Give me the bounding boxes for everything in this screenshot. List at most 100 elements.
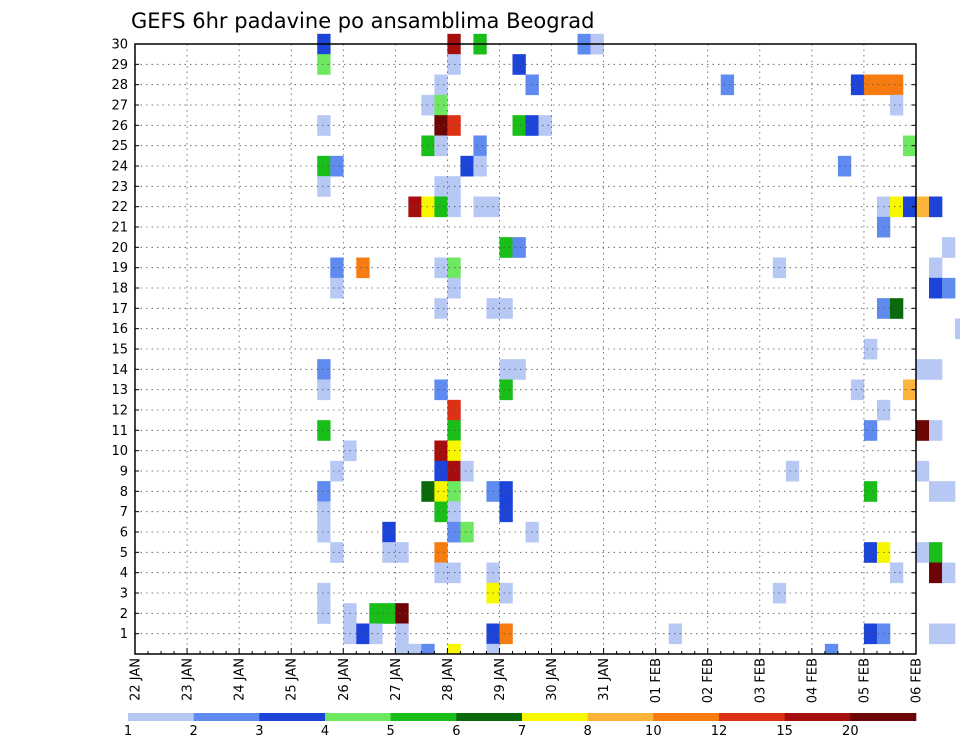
color-scale-label: 1 bbox=[124, 724, 132, 739]
heatmap-cell bbox=[317, 155, 331, 177]
heatmap-cell bbox=[942, 481, 956, 502]
heatmap-cell bbox=[955, 318, 960, 340]
color-scale-label: 5 bbox=[387, 724, 395, 739]
heatmap-cell bbox=[408, 196, 422, 218]
heatmap-cell bbox=[929, 623, 943, 645]
x-tick-label: 26 JAN bbox=[337, 658, 352, 701]
y-tick-label: 19 bbox=[111, 261, 128, 276]
heatmap-cell bbox=[824, 643, 839, 655]
color-scale-swatch bbox=[325, 713, 391, 721]
y-tick-label: 25 bbox=[111, 139, 128, 154]
y-tick-label: 16 bbox=[111, 322, 128, 337]
y-tick-label: 24 bbox=[111, 160, 128, 175]
color-scale-label: 2 bbox=[190, 724, 198, 739]
heatmap-cell bbox=[434, 379, 448, 401]
heatmap-cell bbox=[889, 298, 904, 319]
heatmap-cell bbox=[929, 359, 943, 380]
heatmap-cell bbox=[863, 481, 878, 502]
heatmap-cell bbox=[929, 196, 943, 218]
heatmap-cell bbox=[720, 74, 735, 96]
heatmap-cell bbox=[902, 135, 917, 157]
heatmap-cell bbox=[434, 176, 448, 197]
color-scale-swatch bbox=[587, 713, 654, 721]
heatmap-cell bbox=[512, 54, 526, 75]
y-tick-label: 23 bbox=[111, 180, 128, 195]
grid-layer bbox=[135, 44, 916, 654]
heatmap-cell bbox=[499, 379, 513, 401]
heatmap-cell bbox=[317, 420, 331, 441]
heatmap-cell bbox=[499, 237, 513, 258]
x-tick-label: 05 FEB bbox=[857, 658, 872, 703]
heatmap-cell bbox=[421, 643, 435, 655]
heatmap-cell bbox=[460, 521, 474, 543]
heatmap-cell bbox=[317, 521, 331, 543]
heatmap-cell bbox=[395, 542, 409, 563]
x-tick-label: 25 JAN bbox=[285, 658, 300, 701]
y-tick-label: 11 bbox=[111, 424, 128, 439]
y-tick-label: 15 bbox=[111, 343, 128, 358]
heatmap-cell bbox=[916, 359, 930, 380]
heatmap-cell bbox=[512, 237, 526, 258]
heatmap-cell bbox=[929, 481, 943, 502]
color-scale-label: 15 bbox=[776, 724, 793, 739]
heatmap-cell bbox=[942, 562, 956, 584]
heatmap-cell bbox=[916, 542, 930, 563]
heatmap-cell bbox=[499, 359, 513, 380]
heatmap-cell bbox=[942, 277, 956, 299]
y-tick-label: 7 bbox=[120, 505, 128, 520]
heatmap-cell bbox=[863, 542, 878, 563]
heatmap-cell bbox=[317, 115, 331, 136]
heatmap-cell bbox=[889, 562, 904, 584]
color-scale-label: 12 bbox=[711, 724, 728, 739]
heatmap-cell bbox=[369, 603, 383, 624]
heatmap-cell bbox=[434, 94, 448, 116]
x-tick-label: 22 JAN bbox=[129, 658, 144, 701]
heatmap-cell bbox=[434, 460, 448, 482]
x-tick-label: 03 FEB bbox=[753, 658, 768, 703]
heatmap-cell bbox=[434, 196, 448, 218]
x-tick-label: 31 JAN bbox=[597, 658, 612, 701]
heatmap-cell bbox=[499, 298, 513, 319]
heatmap-cell bbox=[330, 155, 344, 177]
heatmap-cell bbox=[447, 643, 461, 655]
heatmap-cell bbox=[434, 74, 448, 96]
heatmap-cell bbox=[317, 359, 331, 380]
y-tick-label: 3 bbox=[120, 587, 128, 602]
heatmap-cell bbox=[434, 440, 448, 462]
heatmap-cell bbox=[460, 155, 474, 177]
y-tick-label: 20 bbox=[111, 241, 128, 256]
heatmap-cell bbox=[356, 623, 370, 645]
heatmap-cell bbox=[889, 196, 904, 218]
x-tick-label: 28 JAN bbox=[441, 658, 456, 701]
heatmap-cell bbox=[863, 74, 878, 96]
heatmap-cell bbox=[395, 623, 409, 645]
heatmap-cell bbox=[473, 196, 487, 218]
y-tick-label: 6 bbox=[120, 526, 128, 541]
x-axis: 22 JAN 23 JAN 24 JAN 25 JAN 26 JAN 27 JAN 28 J… bbox=[129, 648, 925, 703]
x-tick-label: 24 JAN bbox=[233, 658, 248, 701]
x-tick-label: 30 JAN bbox=[545, 658, 560, 701]
color-scale-label: 10 bbox=[645, 724, 662, 739]
chart-title: GEFS 6hr padavine po ansamblima Beograd bbox=[131, 9, 594, 33]
x-tick-label: 23 JAN bbox=[181, 658, 196, 701]
y-tick-label: 9 bbox=[120, 465, 128, 480]
color-scale-label: 7 bbox=[518, 724, 526, 739]
heatmap-cell bbox=[889, 74, 904, 96]
heatmap-cell bbox=[434, 501, 448, 523]
heatmap-cell bbox=[902, 196, 917, 218]
color-scale-swatch bbox=[653, 713, 720, 721]
y-tick-label: 5 bbox=[120, 546, 128, 561]
color-scale-swatch bbox=[784, 713, 851, 721]
heatmap-cell bbox=[330, 460, 344, 482]
heatmap-cell bbox=[863, 420, 878, 441]
y-tick-label: 27 bbox=[111, 99, 128, 114]
heatmap-cell bbox=[421, 481, 435, 502]
y-tick-label: 12 bbox=[111, 404, 128, 419]
heatmap-cell bbox=[863, 623, 878, 645]
y-tick-label: 10 bbox=[111, 444, 128, 459]
heatmap-cell bbox=[486, 643, 500, 655]
heatmap-cell bbox=[421, 196, 435, 218]
color-scale-swatch bbox=[456, 713, 523, 721]
heatmap-cell bbox=[929, 562, 943, 584]
y-tick-label: 26 bbox=[111, 119, 128, 134]
